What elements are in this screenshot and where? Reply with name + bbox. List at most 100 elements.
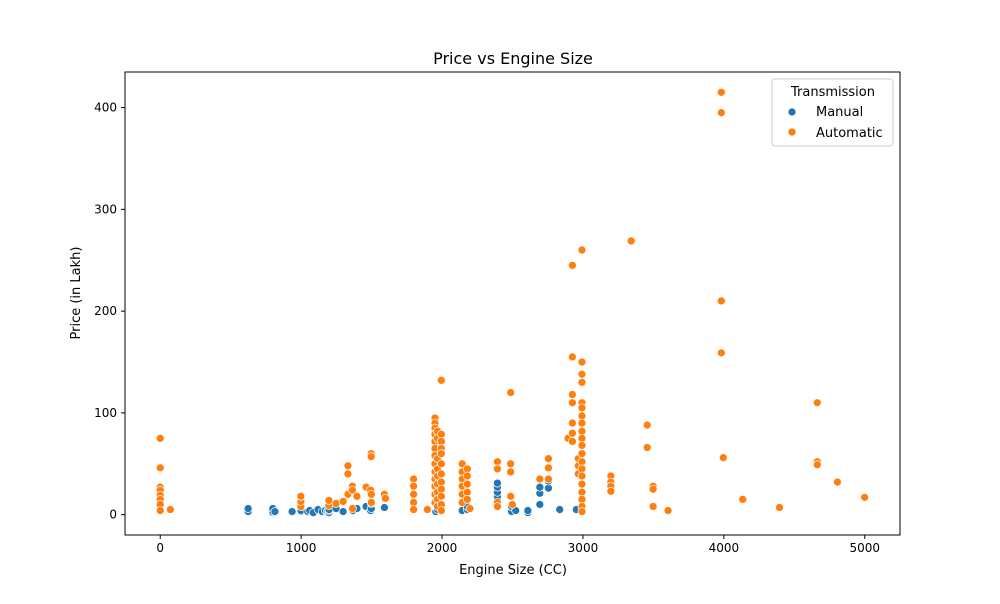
data-point — [568, 428, 577, 438]
data-point — [535, 482, 545, 492]
data-point — [352, 491, 362, 501]
data-point — [535, 500, 545, 509]
legend-label-manual: Manual — [816, 105, 863, 120]
data-point — [577, 418, 587, 428]
plot-points — [155, 88, 869, 517]
data-point — [577, 449, 587, 458]
data-point — [577, 479, 587, 489]
data-point — [380, 503, 389, 512]
x-tick-label: 4000 — [709, 541, 740, 555]
y-tick-label: 100 — [94, 406, 117, 420]
y-tick-label: 0 — [109, 508, 117, 522]
x-tick-label: 3000 — [568, 541, 599, 555]
data-point — [343, 461, 353, 471]
y-tick-label: 300 — [94, 202, 117, 216]
data-point — [436, 491, 446, 501]
data-point — [716, 108, 726, 118]
data-point — [409, 505, 418, 514]
data-point — [465, 504, 475, 513]
data-point — [493, 478, 502, 488]
data-point — [716, 296, 726, 306]
data-point — [568, 437, 577, 446]
data-point — [544, 463, 553, 473]
data-point — [544, 454, 553, 464]
data-point — [642, 420, 652, 430]
data-point — [568, 418, 577, 428]
plot-frame — [124, 71, 901, 536]
y-tick-label: 200 — [94, 304, 117, 318]
data-point — [436, 469, 446, 479]
data-point — [506, 491, 516, 501]
data-point — [287, 507, 297, 516]
data-point — [716, 88, 726, 97]
data-point — [366, 489, 376, 499]
data-point — [716, 348, 726, 358]
legend-box — [771, 78, 894, 147]
data-point — [155, 433, 165, 443]
data-point — [338, 497, 348, 506]
data-point — [577, 471, 587, 481]
data-point — [436, 449, 446, 458]
legend-marker-manual — [787, 107, 797, 117]
data-point — [409, 481, 418, 491]
data-point — [436, 375, 446, 385]
data-point — [155, 506, 165, 515]
data-point — [577, 378, 587, 387]
data-point — [535, 474, 545, 484]
data-point — [436, 506, 446, 515]
data-point — [462, 495, 472, 504]
data-point — [860, 492, 869, 502]
legend-marker-automatic — [787, 127, 797, 137]
data-point — [577, 357, 587, 367]
data-point — [568, 260, 577, 270]
data-point — [775, 503, 784, 512]
legend-title: Transmission — [790, 85, 875, 100]
data-point — [324, 496, 334, 505]
data-point — [493, 502, 502, 511]
data-point — [812, 460, 822, 470]
chart-title: Price vs Engine Size — [433, 49, 593, 68]
data-point — [166, 505, 175, 514]
data-point — [506, 459, 516, 469]
data-point — [648, 502, 658, 511]
data-point — [409, 489, 418, 499]
data-point — [718, 453, 728, 463]
x-tick-label: 0 — [156, 541, 164, 555]
data-point — [493, 464, 502, 474]
data-point — [348, 504, 357, 513]
data-point — [555, 505, 565, 514]
data-point — [338, 507, 348, 516]
y-axis: 0 100 200 300 400 — [94, 101, 125, 522]
x-axis: 0 1000 2000 3000 4000 5000 — [156, 535, 880, 555]
data-point — [568, 398, 577, 408]
x-tick-label: 2000 — [427, 541, 458, 555]
series-automatic — [155, 88, 869, 516]
data-point — [577, 507, 587, 516]
data-point — [577, 441, 587, 450]
data-point — [577, 369, 587, 379]
x-axis-label: Engine Size (CC) — [459, 563, 567, 578]
data-point — [523, 506, 533, 515]
data-point — [506, 467, 516, 477]
data-point — [833, 477, 842, 487]
data-point — [343, 469, 353, 479]
data-point — [270, 507, 280, 516]
data-point — [243, 504, 253, 513]
data-point — [436, 459, 446, 469]
x-tick-label: 1000 — [286, 541, 317, 555]
data-point — [663, 506, 673, 515]
data-point — [738, 495, 748, 504]
data-point — [577, 245, 587, 255]
data-point — [423, 505, 432, 514]
data-point — [462, 471, 472, 481]
data-point — [642, 443, 652, 452]
legend-label-automatic: Automatic — [816, 126, 883, 141]
data-point — [366, 452, 376, 461]
data-point — [812, 398, 822, 408]
data-point — [626, 236, 636, 246]
data-point — [296, 491, 306, 501]
data-point — [606, 486, 616, 496]
legend: Transmission Manual Automatic — [771, 78, 894, 147]
